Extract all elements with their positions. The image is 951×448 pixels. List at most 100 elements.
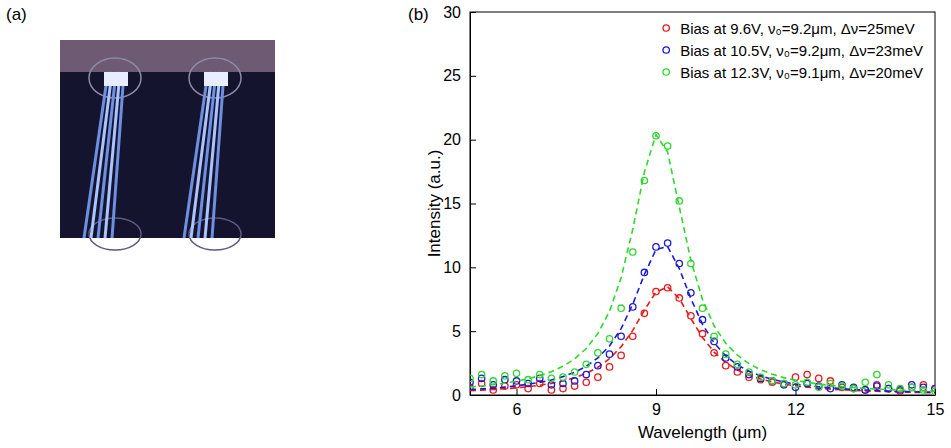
- data-point: [583, 361, 589, 367]
- x-tick-label: 9: [652, 401, 661, 418]
- legend-marker: [663, 69, 669, 75]
- data-point: [688, 313, 694, 319]
- y-tick-label: 5: [452, 323, 461, 340]
- data-point: [723, 362, 729, 368]
- data-point: [746, 369, 752, 375]
- x-axis-title: Wavelength (μm): [638, 423, 767, 442]
- data-point: [699, 316, 705, 322]
- data-point: [537, 371, 543, 377]
- x-tick-label: 15: [927, 401, 945, 418]
- data-point: [653, 244, 659, 250]
- photo-wire: [112, 72, 124, 238]
- data-point: [781, 380, 787, 386]
- x-tick-label: 12: [787, 401, 805, 418]
- data-point: [920, 387, 926, 393]
- data-point: [618, 352, 624, 358]
- data-point: [595, 350, 601, 356]
- data-point: [470, 375, 473, 381]
- data-point: [699, 331, 705, 337]
- y-axis-title: Intensity (a.u.): [425, 150, 444, 258]
- data-point: [606, 364, 612, 370]
- legend-label: Bias at 9.6V, ν₀=9.2μm, Δν=25meV: [680, 20, 914, 37]
- y-tick-mark: [470, 12, 476, 13]
- chart-panel: (b)691215051015202530Wavelength (μm)Inte…: [408, 4, 945, 442]
- data-point: [804, 371, 810, 377]
- x-tick: 9: [652, 389, 661, 418]
- data-point: [595, 374, 601, 380]
- data-point: [816, 375, 822, 381]
- data-point: [711, 333, 717, 339]
- y-tick: 20: [443, 131, 476, 148]
- data-point: [583, 371, 589, 377]
- data-point: [688, 290, 694, 296]
- data-point: [804, 379, 810, 385]
- y-tick: 5: [452, 323, 476, 340]
- data-point: [571, 378, 577, 384]
- series-points: [470, 285, 935, 395]
- photo-pad: [189, 218, 241, 250]
- data-point: [769, 378, 775, 384]
- plot-frame: [470, 12, 935, 395]
- data-point: [688, 260, 694, 266]
- data-point: [932, 388, 935, 394]
- data-point: [792, 382, 798, 388]
- legend-label: Bias at 12.3V, ν₀=9.1μm, Δν=20meV: [680, 64, 923, 81]
- fit-line: [470, 135, 935, 392]
- data-point: [490, 378, 496, 384]
- x-tick-mark: [656, 389, 657, 395]
- photo-bond: [104, 72, 128, 86]
- y-tick-label: 30: [443, 4, 461, 21]
- data-point: [757, 374, 763, 380]
- data-point: [641, 310, 647, 316]
- data-point: [850, 385, 856, 391]
- photo-background: [60, 40, 275, 238]
- y-tick-mark: [470, 204, 476, 205]
- y-tick-label: 0: [452, 387, 461, 404]
- data-point: [699, 305, 705, 311]
- data-point: [734, 361, 740, 367]
- y-axis: 051015202530: [443, 4, 476, 404]
- data-point: [676, 198, 682, 204]
- data-point: [676, 295, 682, 301]
- data-point: [618, 333, 624, 339]
- data-point: [641, 177, 647, 183]
- data-point: [478, 371, 484, 377]
- photo-wire: [184, 72, 208, 238]
- data-point: [571, 369, 577, 375]
- data-point: [676, 260, 682, 266]
- series-points: [470, 133, 935, 395]
- y-tick: 15: [443, 195, 476, 212]
- photo-pad: [89, 218, 141, 250]
- data-point: [502, 373, 508, 379]
- y-tick-mark: [470, 331, 476, 332]
- x-axis-line: [471, 395, 936, 396]
- y-tick: 10: [443, 259, 476, 276]
- legend-label: Bias at 10.5V, ν₀=9.2μm, Δν=23meV: [680, 42, 923, 59]
- data-point: [723, 351, 729, 357]
- data-point: [560, 380, 566, 386]
- figure: (a)(b)691215051015202530Wavelength (μm)I…: [0, 0, 951, 448]
- photo-bond: [204, 72, 228, 86]
- y-tick-mark: [470, 140, 476, 141]
- y-tick-mark: [470, 76, 476, 77]
- data-point: [548, 375, 554, 381]
- data-point: [664, 143, 670, 149]
- data-point: [664, 285, 670, 291]
- panel-label: (a): [6, 5, 27, 24]
- data-point: [874, 371, 880, 377]
- data-point: [885, 382, 891, 388]
- data-point: [630, 304, 636, 310]
- x-tick: 6: [513, 389, 522, 418]
- image-panel: (a): [6, 5, 275, 250]
- y-tick-label: 20: [443, 131, 461, 148]
- legend: Bias at 9.6V, ν₀=9.2μm, Δν=25meV Bias at …: [663, 20, 923, 81]
- data-point: [548, 382, 554, 388]
- legend-marker: [663, 25, 669, 31]
- data-point: [816, 384, 822, 390]
- data-point: [909, 384, 915, 390]
- x-axis: 6 9 12 15: [471, 389, 945, 418]
- data-point: [560, 374, 566, 380]
- legend-marker: [663, 47, 669, 53]
- photo-wire: [212, 72, 224, 238]
- x-tick-mark: [935, 389, 936, 395]
